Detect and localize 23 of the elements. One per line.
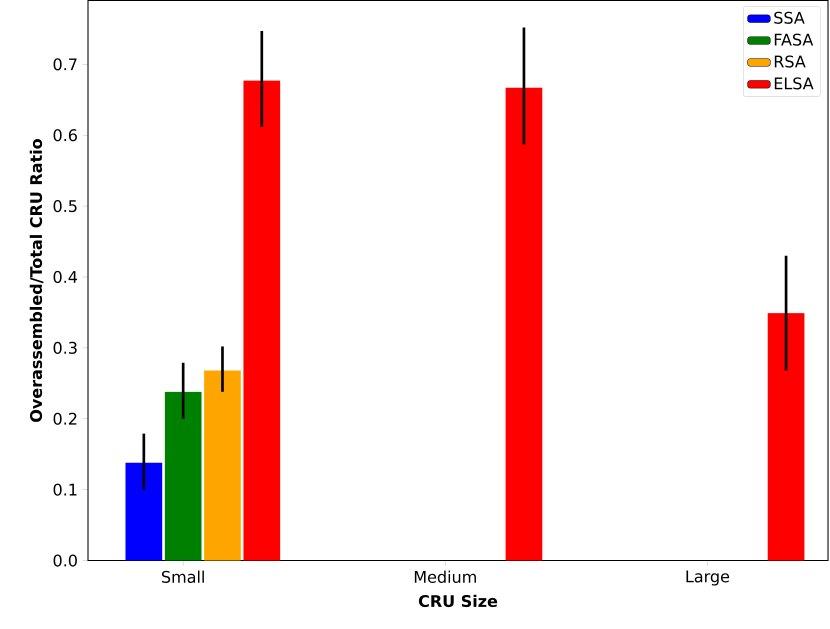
y-tick-label: 0.4 <box>54 271 78 284</box>
bar <box>506 88 542 561</box>
x-tick-label: Small <box>162 570 204 584</box>
bar <box>164 392 202 561</box>
y-tick-label: 0.3 <box>54 342 77 354</box>
y-tick-label: 0.0 <box>54 554 77 567</box>
legend-label: ELSA <box>774 78 814 90</box>
bar <box>125 462 162 561</box>
y-tick-label: 0.7 <box>54 58 77 71</box>
legend-label: SSA <box>774 12 805 24</box>
x-axis-title: CRU Size <box>418 594 498 608</box>
legend-label: RSA <box>774 56 806 68</box>
y-axis-title: Overassembled/Total CRU Ratio <box>30 139 44 422</box>
y-tick-label: 0.5 <box>54 200 77 212</box>
y-tick-label: 0.1 <box>54 484 76 496</box>
bar <box>243 80 280 561</box>
legend-label: FASA <box>774 34 814 46</box>
x-tick-label: Large <box>686 570 730 586</box>
bar <box>204 370 241 561</box>
x-tick-label: Medium <box>414 570 476 584</box>
y-tick-label: 0.2 <box>54 412 76 426</box>
bar <box>768 313 804 561</box>
y-tick-label: 0.6 <box>54 129 77 142</box>
